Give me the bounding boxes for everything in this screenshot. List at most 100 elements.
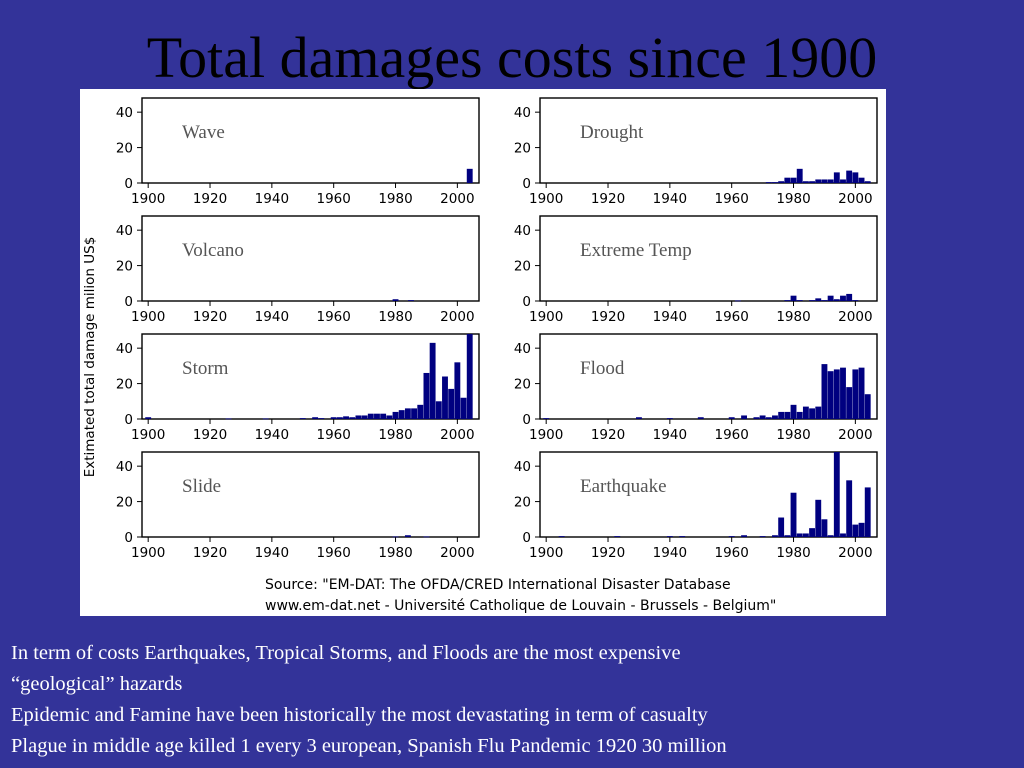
bar [423,536,430,538]
x-tick-label: 1940 [653,427,687,443]
bar [833,299,840,301]
y-tick-label: 40 [116,341,133,357]
bar [802,181,809,183]
bar [858,367,865,419]
bar [852,172,859,183]
x-tick-label: 1900 [529,191,563,207]
bar [772,415,778,419]
x-tick-label: 2000 [838,191,872,207]
bar [361,415,368,419]
source-line-1: Source: "EM-DAT: The OFDA/CRED Internati… [265,577,731,593]
bar [790,295,797,301]
slide-notes: In term of costs Earthquakes, Tropical S… [11,638,1011,762]
bar [784,411,791,419]
x-tick-label: 1980 [378,545,412,561]
bar [460,397,467,419]
x-tick-label: 1900 [131,309,165,325]
panel-title: Slide [182,476,221,497]
x-tick-label: 1960 [317,191,351,207]
panel-frame-extreme-temp [539,215,878,302]
x-tick-label: 1960 [715,427,749,443]
bar [821,364,828,419]
bar [809,300,816,301]
y-tick-label: 0 [522,412,531,428]
bar [858,522,865,537]
bar [833,172,840,183]
y-tick-label: 40 [116,105,133,121]
x-tick-label: 1920 [193,427,227,443]
bar [765,182,772,183]
bar [840,295,846,301]
y-tick-label: 40 [514,105,531,121]
x-tick-label: 1940 [653,309,687,325]
bar [827,371,834,419]
bar [778,411,785,419]
bar [614,536,621,537]
bar [864,394,871,419]
x-tick-label: 1980 [776,427,810,443]
bar [784,535,791,537]
bar [827,535,834,537]
bar [448,388,455,419]
bar [815,406,822,419]
bar [809,528,816,537]
bar [299,418,306,419]
panel-frame-drought [539,97,878,184]
panel-title: Drought [580,122,644,143]
y-tick-label: 20 [116,259,133,275]
bar [809,181,816,183]
bar [741,535,747,537]
bar [666,536,673,537]
y-tick-label: 20 [514,141,531,157]
bar [796,411,803,419]
panel-volcano: 0 20 40 1900 1920 1940 1960 1980 2000 Volcano [116,215,480,325]
note-line-4: Plague in middle age killed 1 every 3 eu… [11,735,727,757]
x-tick-label: 1920 [193,191,227,207]
x-tick-label: 1960 [715,545,749,561]
y-tick-label: 40 [116,459,133,475]
x-tick-label: 1940 [255,427,289,443]
x-tick-label: 2000 [440,545,474,561]
bar [355,415,362,419]
bar [827,295,834,301]
bar [728,536,735,537]
panel-frame-flood [539,333,878,420]
x-tick-label: 1960 [715,309,749,325]
bar [423,372,430,419]
y-tick-label: 40 [514,223,531,239]
x-tick-label: 2000 [440,191,474,207]
x-tick-label: 1900 [131,427,165,443]
bar [809,408,816,419]
panel-drought: 0 20 40 1900 1920 1940 1960 1980 2000 Drought [514,97,878,207]
panel-slide: 0 20 40 1900 1920 1940 1960 1980 2000 Slide [116,451,480,561]
panel-storm: 0 20 40 1900 1920 1940 1960 1980 2000 Storm [116,333,480,443]
bar [466,334,473,419]
y-tick-label: 0 [124,294,133,310]
panel-frame-wave [141,97,480,184]
bar [765,417,772,419]
slide-title: Total damages costs since 1900 [146,25,878,90]
x-tick-label: 1940 [255,545,289,561]
bar [318,418,325,419]
bar [784,300,791,301]
x-tick-label: 1920 [193,545,227,561]
x-tick-label: 1920 [591,191,625,207]
y-tick-label: 20 [514,259,531,275]
panel-title: Storm [182,358,229,379]
y-tick-label: 0 [124,412,133,428]
x-tick-label: 1920 [591,309,625,325]
x-tick-label: 1980 [776,309,810,325]
bar [846,480,853,537]
x-tick-label: 1920 [591,427,625,443]
x-tick-label: 1940 [255,191,289,207]
bar [330,417,337,419]
y-tick-label: 0 [522,530,531,546]
bar [815,298,822,301]
x-tick-label: 1980 [378,191,412,207]
bar [417,404,424,419]
x-tick-label: 2000 [440,427,474,443]
bar [796,533,803,537]
y-axis-label: Extimated total damage milion US$ [82,237,98,478]
x-tick-label: 1900 [529,427,563,443]
y-tick-label: 20 [514,495,531,511]
